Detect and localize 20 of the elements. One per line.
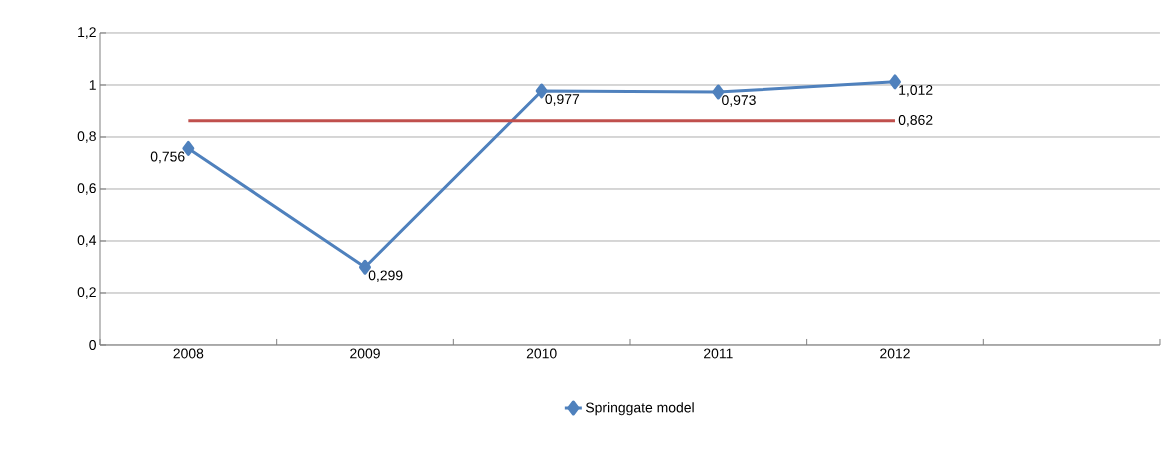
- data-label: 0,299: [368, 270, 403, 282]
- y-tick-label: 1,2: [78, 27, 96, 39]
- data-label: 0,862: [898, 115, 933, 127]
- legend-label: Springgate model: [585, 402, 694, 416]
- y-tick-label: 0,8: [77, 131, 96, 143]
- y-tick-label: 0: [89, 340, 96, 350]
- y-tick-label: 0,2: [77, 287, 96, 299]
- y-tick-label: 1: [89, 80, 96, 90]
- x-tick-label: 2009: [350, 348, 380, 359]
- x-tick-label: 2008: [173, 348, 204, 359]
- y-tick-label: 0,6: [77, 183, 96, 195]
- x-tick-label: 2012: [880, 348, 910, 359]
- data-label: 0,756: [150, 151, 185, 164]
- x-tick-label: 2011: [704, 348, 733, 359]
- data-label: 0,973: [722, 95, 756, 107]
- point: [888, 74, 901, 90]
- x-tick-label: 2010: [526, 348, 557, 359]
- data-label: 0,977: [545, 94, 580, 106]
- data-label: 1,012: [899, 85, 933, 97]
- y-tick-label: 0,4: [77, 235, 97, 247]
